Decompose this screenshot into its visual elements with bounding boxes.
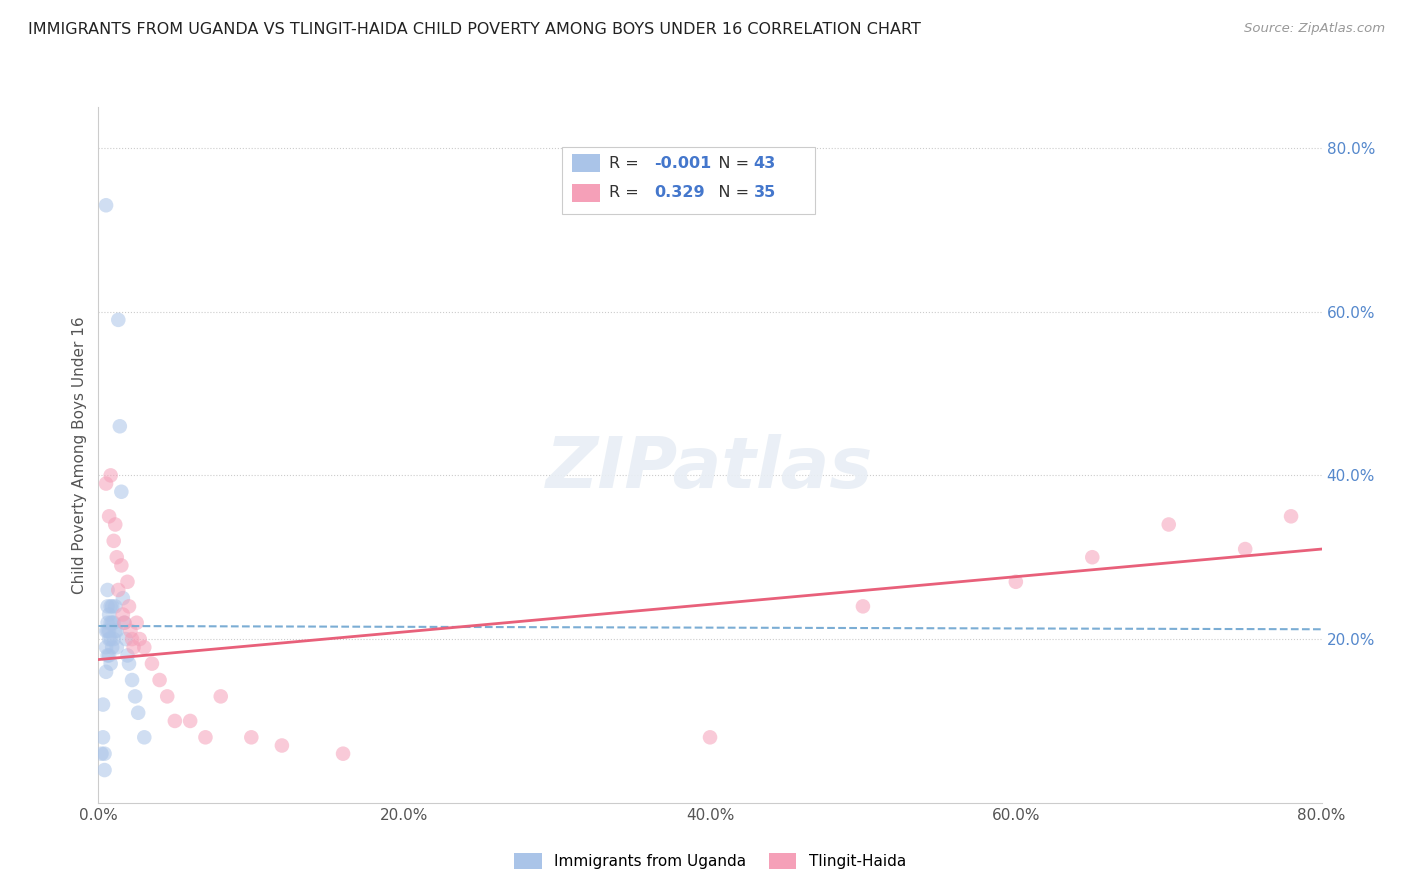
Point [94, 640, 117, 655]
Text: 35: 35 [754, 186, 776, 200]
Point [118, 599, 141, 614]
Text: Source: ZipAtlas.com: Source: ZipAtlas.com [1244, 22, 1385, 36]
Point [108, 419, 131, 434]
Point [699, 731, 721, 745]
Point [1157, 517, 1180, 532]
Point [125, 615, 148, 630]
Point [1081, 550, 1104, 565]
Point [104, 517, 127, 532]
Point [105, 624, 128, 638]
Point [127, 706, 149, 720]
Point [209, 690, 232, 704]
Point [107, 582, 129, 597]
Point [97, 615, 120, 630]
Text: R =: R = [609, 156, 644, 170]
Point [98, 632, 121, 646]
Point [107, 313, 129, 327]
Point [101, 615, 124, 630]
Point [97, 582, 120, 597]
Point [110, 558, 132, 573]
Point [240, 731, 263, 745]
Text: R =: R = [609, 186, 648, 200]
Point [104, 624, 127, 638]
Point [111, 607, 134, 622]
Point [98, 509, 121, 524]
Point [332, 747, 354, 761]
Point [98, 624, 121, 638]
Point [94, 624, 117, 638]
Point [141, 657, 163, 671]
Point [101, 599, 124, 614]
Point [101, 640, 124, 655]
Text: 43: 43 [754, 156, 776, 170]
Point [97, 599, 120, 614]
Point [100, 599, 122, 614]
Point [97, 648, 120, 663]
Point [91, 731, 114, 745]
Text: ZIPatlas: ZIPatlas [547, 434, 873, 503]
Y-axis label: Child Poverty Among Boys Under 16: Child Poverty Among Boys Under 16 [72, 316, 87, 594]
Point [124, 690, 146, 704]
Text: 0.329: 0.329 [654, 186, 704, 200]
Point [94, 665, 117, 679]
Point [134, 640, 156, 655]
Point [120, 624, 142, 638]
Point [115, 632, 138, 646]
Text: N =: N = [703, 186, 754, 200]
Text: IMMIGRANTS FROM UGANDA VS TLINGIT-HAIDA CHILD POVERTY AMONG BOYS UNDER 16 CORREL: IMMIGRANTS FROM UGANDA VS TLINGIT-HAIDA … [28, 22, 921, 37]
Point [91, 698, 114, 712]
Point [100, 468, 122, 483]
Point [94, 198, 117, 212]
Point [103, 533, 125, 548]
Point [94, 476, 117, 491]
Point [93, 747, 115, 761]
Point [112, 615, 135, 630]
Point [149, 673, 172, 687]
Point [270, 739, 292, 753]
Point [100, 615, 122, 630]
Point [1279, 509, 1302, 524]
Point [93, 763, 115, 777]
Point [105, 640, 128, 655]
Point [122, 640, 145, 655]
Text: N =: N = [703, 156, 754, 170]
Point [98, 607, 121, 622]
Point [98, 648, 121, 663]
Point [100, 632, 122, 646]
Point [112, 615, 135, 630]
Point [1004, 574, 1026, 589]
Point [134, 731, 156, 745]
Text: -0.001: -0.001 [654, 156, 711, 170]
Point [1234, 542, 1257, 557]
Point [103, 615, 125, 630]
Point [128, 632, 150, 646]
Point [117, 648, 139, 663]
Point [111, 591, 134, 606]
Legend: Immigrants from Uganda, Tlingit-Haida: Immigrants from Uganda, Tlingit-Haida [508, 847, 912, 875]
Point [852, 599, 875, 614]
Point [105, 550, 128, 565]
Point [121, 673, 143, 687]
Point [90, 747, 112, 761]
Point [179, 714, 201, 728]
Point [117, 574, 139, 589]
Point [103, 632, 125, 646]
Point [100, 657, 122, 671]
Point [156, 690, 179, 704]
Point [121, 632, 143, 646]
Point [110, 484, 132, 499]
Point [104, 599, 127, 614]
Point [163, 714, 186, 728]
Point [97, 624, 120, 638]
Point [118, 657, 141, 671]
Point [194, 731, 217, 745]
